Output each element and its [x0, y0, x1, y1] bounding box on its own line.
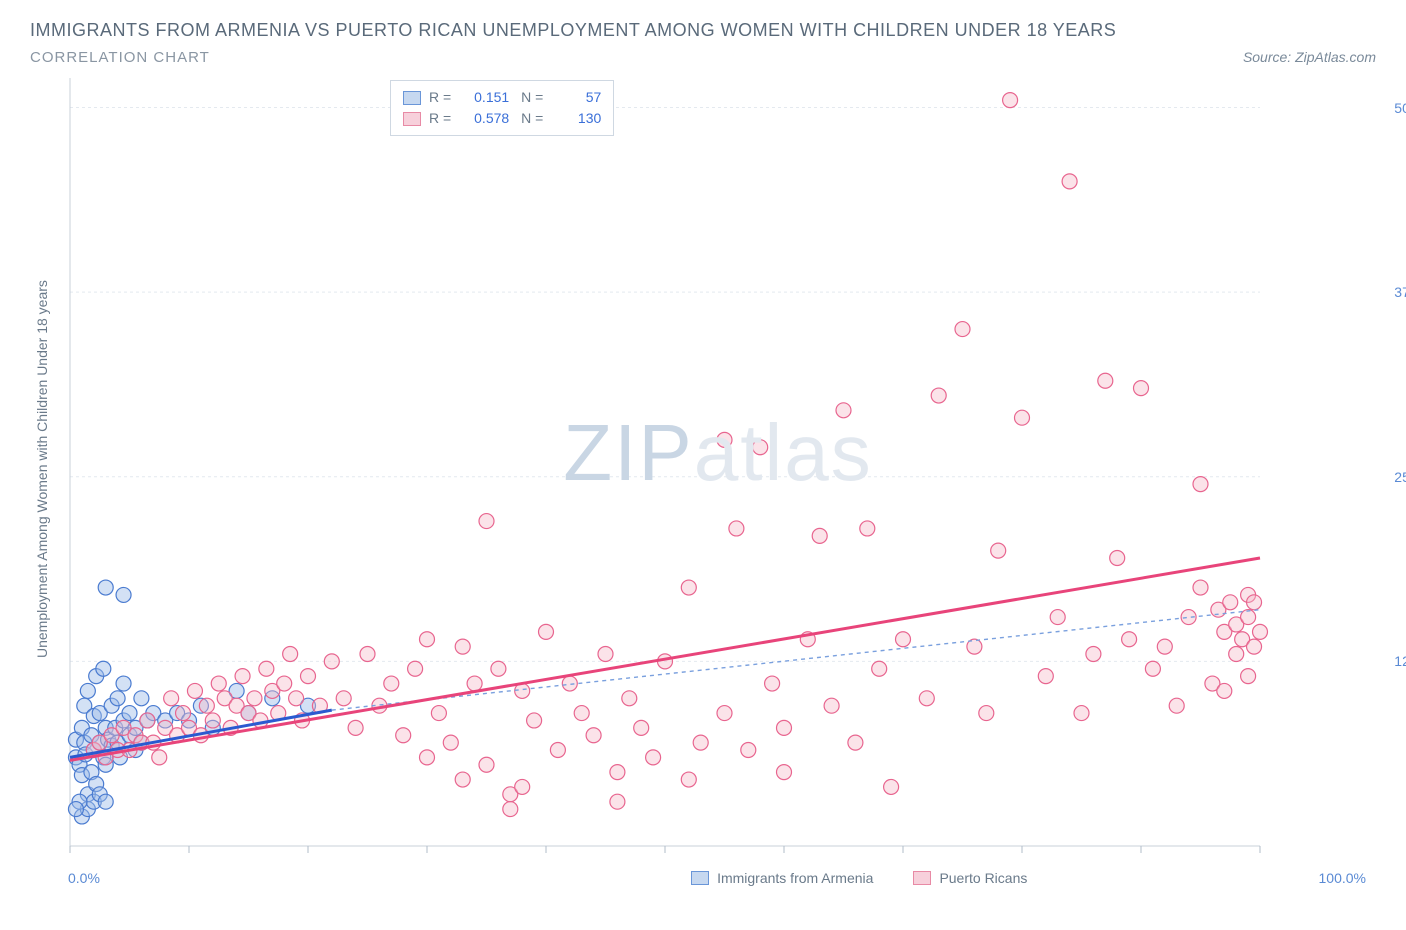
- source-label: Source: ZipAtlas.com: [1243, 49, 1376, 65]
- y-tick-label: 37.5%: [1394, 284, 1406, 300]
- bottom-row: 0.0% Immigrants from Armenia Puerto Rica…: [30, 870, 1376, 886]
- plot-container: ZIPatlas R = 0.151 N = 57 R = 0.578 N = …: [60, 74, 1376, 864]
- r-value-1: 0.151: [459, 87, 509, 108]
- page-title: IMMIGRANTS FROM ARMENIA VS PUERTO RICAN …: [30, 20, 1376, 41]
- r-value-2: 0.578: [459, 108, 509, 129]
- chart-area: Unemployment Among Women with Children U…: [30, 74, 1376, 864]
- n-label: N =: [517, 87, 543, 108]
- r-label: R =: [429, 108, 451, 129]
- x-axis-min-label: 0.0%: [68, 870, 100, 886]
- y-tick-label: 12.5%: [1394, 653, 1406, 669]
- legend-label-2: Puerto Ricans: [939, 870, 1027, 886]
- chart-subtitle: CORRELATION CHART: [30, 49, 210, 66]
- legend: Immigrants from Armenia Puerto Ricans: [691, 870, 1027, 886]
- swatch-series-2: [403, 112, 421, 126]
- legend-item-2: Puerto Ricans: [913, 870, 1027, 886]
- y-axis-label: Unemployment Among Women with Children U…: [30, 74, 54, 864]
- stats-legend-box: R = 0.151 N = 57 R = 0.578 N = 130: [390, 80, 614, 136]
- scatter-plot: [60, 74, 1330, 864]
- y-tick-label: 25.0%: [1394, 469, 1406, 485]
- swatch-series-1: [403, 91, 421, 105]
- n-value-2: 130: [551, 108, 601, 129]
- r-label: R =: [429, 87, 451, 108]
- x-axis-max-label: 100.0%: [1319, 870, 1366, 886]
- stats-row-2: R = 0.578 N = 130: [403, 108, 601, 129]
- stats-row-1: R = 0.151 N = 57: [403, 87, 601, 108]
- n-value-1: 57: [551, 87, 601, 108]
- n-label: N =: [517, 108, 543, 129]
- legend-item-1: Immigrants from Armenia: [691, 870, 873, 886]
- legend-swatch-2: [913, 871, 931, 885]
- subtitle-row: CORRELATION CHART Source: ZipAtlas.com: [30, 49, 1376, 66]
- y-tick-label: 50.0%: [1394, 100, 1406, 116]
- legend-swatch-1: [691, 871, 709, 885]
- legend-label-1: Immigrants from Armenia: [717, 870, 873, 886]
